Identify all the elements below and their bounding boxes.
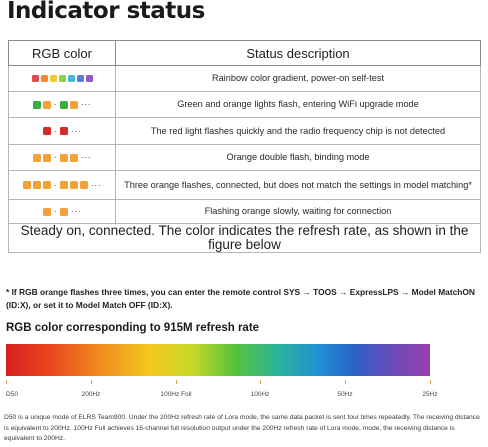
steady-on-description: Steady on, connected. The color indicate… [8,223,481,253]
refresh-rate-axis: D50 200Hz 100Hz Foll 100Hz 50Hz 25Hz [6,380,438,400]
repeat-ellipsis: ··· [80,99,92,109]
separator-dot: · [53,152,57,162]
status-description: Rainbow color gradient, power-on self-te… [115,65,481,92]
led-dot [32,181,41,189]
status-description: Orange double flash, binding mode [115,144,481,171]
page-title: Indicator status [7,0,205,24]
led-dot [59,181,68,189]
axis-tick-label: 25Hz [422,391,438,398]
spectrum-title: RGB color corresponding to 915M refresh … [6,322,260,334]
separator-dot: · [53,125,57,136]
led-dot [59,127,68,135]
table-row: · ··· Green and orange lights flash, ente… [8,91,481,118]
table-row: · ··· Orange double flash, binding mode [8,144,481,171]
status-description: The red light flashes quickly and the ra… [115,117,481,145]
status-description: Flashing orange slowly, waiting for conn… [115,199,481,224]
led-dot [42,181,51,189]
led-pattern: · ··· [9,206,115,216]
table-header-row: RGB color Status description [8,40,481,66]
led-dot [42,207,51,216]
led-dot [42,100,51,109]
led-dot [42,127,51,135]
led-dot [69,153,78,162]
led-pattern: · ··· [9,179,115,190]
axis-tick-label: 100Hz Foll [160,391,192,398]
led-dot [59,153,68,162]
axis-tick-label: 200Hz [81,391,101,398]
repeat-ellipsis: ··· [70,125,82,136]
table-row: Rainbow color gradient, power-on self-te… [8,65,481,92]
led-dot [69,181,78,189]
led-dot [59,100,68,109]
repeat-ellipsis: ··· [80,152,92,162]
refresh-rate-color-spectrum [6,344,430,376]
separator-dot: · [53,206,57,216]
led-dot [79,181,88,189]
led-dot [32,153,41,162]
led-pattern [9,75,115,82]
axis-tick-label: D50 [6,391,18,398]
led-dot [58,75,66,82]
table-row: · ··· The red light flashes quickly and t… [8,117,481,145]
indicator-table: RGB color Status description Rainbow col… [8,40,481,253]
led-dot [76,75,84,82]
status-description: Green and orange lights flash, entering … [115,91,481,118]
column-header-rgb-color: RGB color [8,40,116,66]
led-dot [31,75,39,82]
led-pattern: · ··· [9,152,115,162]
led-dot [32,100,41,109]
model-match-note: * If RGB orange flashes three times, you… [6,287,475,310]
table-row: · ··· Flashing orange slowly, waiting for… [8,199,481,224]
footnote: D50 is a unique mode of ELRS Team900. Un… [4,414,480,443]
repeat-ellipsis: ··· [70,206,82,216]
led-dot [42,153,51,162]
axis-tick-label: 50Hz [337,391,353,398]
repeat-ellipsis: ··· [90,179,102,190]
separator-dot: · [53,179,57,190]
led-dot [40,75,48,82]
axis-tick [91,380,92,384]
axis-tick [176,380,177,384]
led-dot [85,75,93,82]
led-dot [22,181,31,189]
axis-tick-label: 100Hz [250,391,270,398]
led-pattern: · ··· [9,99,115,109]
led-dot [49,75,57,82]
led-dot [59,207,68,216]
separator-dot: · [53,99,57,109]
axis-tick [260,380,261,384]
axis-tick [430,380,431,384]
column-header-status-description: Status description [115,40,481,66]
axis-tick [6,380,7,384]
led-dot [69,100,78,109]
led-dot [67,75,75,82]
led-pattern: · ··· [9,125,115,136]
status-description: Three orange flashes, connected, but doe… [115,170,481,200]
axis-tick [345,380,346,384]
table-row-steady: Steady on, connected. The color indicate… [8,223,481,253]
table-row: · ··· Three orange flashes, connected, bu… [8,170,481,200]
